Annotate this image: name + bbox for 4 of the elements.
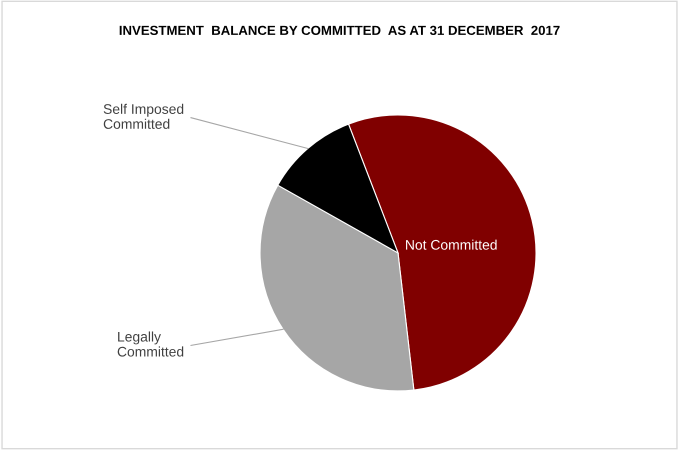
slice-label: Legally Committed	[118, 331, 184, 357]
chart-title: INVESTMENT BALANCE BY COMMITTED AS AT 31 DECEMBER 2017	[120, 26, 560, 36]
slice-label: Self Imposed Committed	[104, 104, 184, 129]
slice-label: Not Committed	[406, 240, 497, 250]
